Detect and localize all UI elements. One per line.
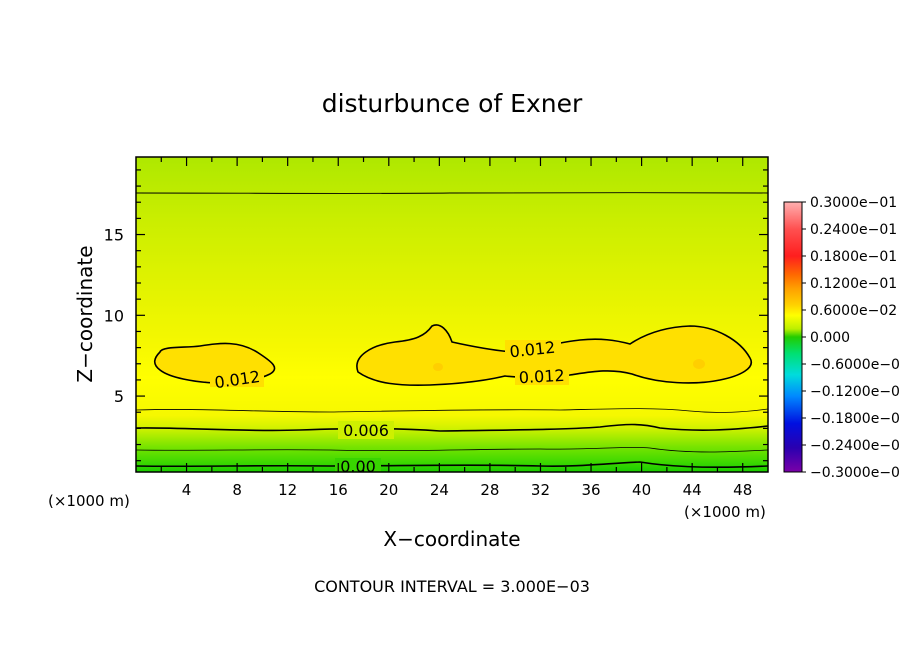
field-background <box>136 157 768 472</box>
x-tick-label: 40 <box>632 481 651 499</box>
colorbar-label: 0.000 <box>810 330 850 346</box>
label-bg-5 <box>335 458 381 472</box>
x-tick-label: 28 <box>480 481 499 499</box>
contour-line-mid-2 <box>136 447 768 453</box>
colorbar-label: −0.1800e−0 <box>810 411 900 427</box>
contour-line-000 <box>136 461 768 469</box>
axis-ticks <box>136 157 768 472</box>
x-unit-left: (×1000 m) <box>48 492 130 510</box>
x-tick-label: 20 <box>379 481 398 499</box>
label-bg-4 <box>338 421 394 439</box>
colorbar-label: −0.6000e−0 <box>810 357 900 373</box>
contour-line-0006 <box>136 423 768 432</box>
colorbar-labels: 0.3000e−01 0.2400e−01 0.1800e−01 0.1200e−01… <box>802 195 900 481</box>
y-tick-labels: 5 10 15 <box>104 226 124 407</box>
label-bg-2 <box>505 340 561 358</box>
contour-label: 0.006 <box>343 421 389 440</box>
x-tick-label: 44 <box>683 481 702 499</box>
contour-interval-note: CONTOUR INTERVAL = 3.000E−03 <box>314 577 590 596</box>
y-tick-label: 5 <box>114 387 124 406</box>
contour-label: 0.00 <box>340 457 376 476</box>
plot-frame <box>135 156 769 473</box>
x-tick-labels: 4 8 12 16 20 24 28 32 36 40 44 48 <box>182 481 752 499</box>
x-tick-label: 48 <box>733 481 752 499</box>
colorbar-label: −0.1200e−0 <box>810 384 900 400</box>
x-tick-label: 16 <box>329 481 348 499</box>
x-tick-label: 8 <box>232 481 242 499</box>
peak-marker-2 <box>693 359 705 369</box>
colorbar-label: 0.6000e−02 <box>810 303 897 319</box>
contour-line-top <box>136 192 768 194</box>
colorbar-label: 0.3000e−01 <box>810 195 897 211</box>
colorbar-label: 0.1800e−01 <box>810 249 897 265</box>
contour-label: 0.012 <box>509 338 557 362</box>
colorbar-label: 0.2400e−01 <box>810 222 897 238</box>
label-bg-3 <box>515 367 569 385</box>
colorbar-label: −0.2400e−0 <box>810 438 900 454</box>
chart-title: disturbunce of Exner <box>322 89 583 118</box>
y-tick-label: 15 <box>104 226 124 245</box>
plot-area: 0.012 0.012 0.012 0.006 0.00 <box>136 157 768 476</box>
colorbar-label: −0.3000e−0 <box>810 465 900 481</box>
x-tick-label: 4 <box>182 481 192 499</box>
x-tick-label: 24 <box>430 481 449 499</box>
x-axis-label: X−coordinate <box>383 527 520 551</box>
label-bg-1 <box>210 369 264 387</box>
colorbar <box>783 201 803 473</box>
y-tick-label: 10 <box>104 306 124 325</box>
x-tick-label: 12 <box>278 481 297 499</box>
x-tick-label: 32 <box>531 481 550 499</box>
contour-line-mid-1 <box>136 408 768 413</box>
contour-label: 0.012 <box>518 366 565 387</box>
colorbar-label: 0.1200e−01 <box>810 276 897 292</box>
x-tick-label: 36 <box>581 481 600 499</box>
x-unit-right: (×1000 m) <box>684 503 766 521</box>
y-axis-label: Z−coordinate <box>73 245 97 382</box>
peak-marker-1 <box>433 363 443 371</box>
